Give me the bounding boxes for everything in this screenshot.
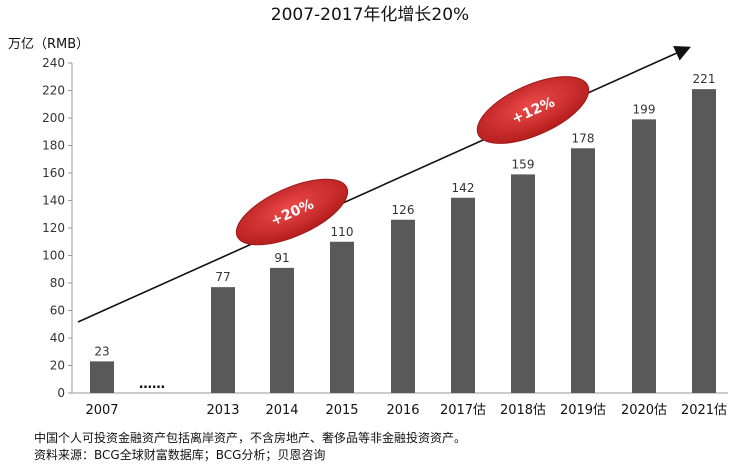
category-label: 2019估 (560, 403, 606, 418)
growth-badge-2-shape (476, 76, 590, 144)
bars (90, 89, 716, 393)
value-labels: 23 77 91 110 126 142 159 178 199 221 (94, 72, 715, 358)
y-tick-label: 160 (42, 166, 65, 180)
growth-badge-1: +20% (235, 178, 349, 246)
growth-badge-2: +12% (476, 76, 590, 144)
value-label: 126 (392, 203, 415, 217)
category-label: 2015 (325, 403, 358, 418)
category-label: 2007 (85, 403, 118, 418)
value-label: 110 (331, 225, 354, 239)
value-label: 23 (94, 344, 109, 358)
bar-2013 (211, 287, 235, 393)
value-label: 159 (512, 157, 535, 171)
y-tick-label: 120 (42, 221, 65, 235)
value-label: 91 (274, 251, 289, 265)
y-tick-label: 240 (42, 56, 65, 70)
bar-2019估 (571, 148, 595, 393)
bar-2007 (90, 361, 114, 393)
y-tick-label: 200 (42, 111, 65, 125)
growth-badge-1-shape (235, 178, 349, 246)
value-label: 77 (215, 270, 230, 284)
y-tick-label: 220 (42, 84, 65, 98)
category-label: 2013 (206, 403, 239, 418)
bar-2021估 (692, 89, 716, 393)
y-tick-label: 40 (50, 331, 65, 345)
y-tick-label: 180 (42, 139, 65, 153)
y-tick-label: 100 (42, 249, 65, 263)
bar-2016 (391, 219, 415, 393)
bar-2017估 (451, 197, 475, 393)
value-label: 142 (452, 181, 475, 195)
y-tick-label: 20 (50, 359, 65, 373)
y-ticks: 0 20 40 60 80 100 120 140 160 180 200 220 240 (42, 56, 72, 400)
category-label: 2017估 (440, 403, 486, 418)
y-tick-label: 140 (42, 194, 65, 208)
category-label: 2014 (265, 403, 298, 418)
y-tick-label: 0 (57, 386, 65, 400)
category-label: 2016 (386, 403, 419, 418)
category-label: 2018估 (500, 403, 546, 418)
category-label: 2020估 (621, 403, 667, 418)
category-label: 2021估 (681, 403, 727, 418)
value-label: 199 (633, 102, 656, 116)
footnote-source: 资料来源：BCG全球财富数据库；BCG分析；贝恩咨询 (34, 447, 325, 462)
y-tick-label: 60 (50, 304, 65, 318)
trend-arrow (77, 45, 691, 323)
footnote-scope: 中国个人可投资金融资产包括离岸资产，不含房地产、奢侈品等非金融投资资产。 (34, 430, 466, 445)
bar-2015 (330, 241, 354, 393)
value-label: 178 (572, 131, 595, 145)
bar-2014 (270, 267, 294, 393)
y-tick-label: 80 (50, 276, 65, 290)
gap-marker: …… (139, 377, 165, 392)
value-label: 221 (693, 72, 716, 86)
chart-title: 2007-2017年化增长20% (271, 5, 469, 25)
category-labels: 2007 2013 2014 2015 2016 2017估 2018估 2019估 2020估… (85, 403, 727, 418)
bar-2018估 (511, 174, 535, 393)
y-axis-label: 万亿（RMB） (8, 37, 89, 52)
bar-2020估 (632, 119, 656, 393)
